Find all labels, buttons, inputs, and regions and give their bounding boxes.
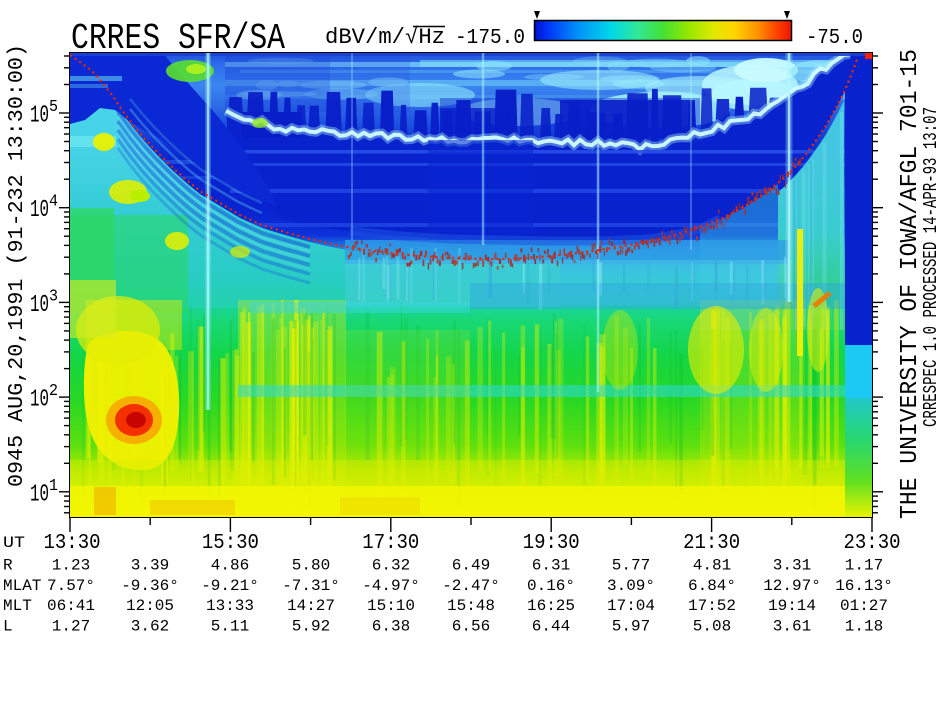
svg-text:3.09°: 3.09° <box>607 577 655 595</box>
svg-text:10: 10 <box>30 481 49 508</box>
svg-text:1.27: 1.27 <box>52 617 90 635</box>
svg-text:5.08: 5.08 <box>693 617 731 635</box>
svg-text:CRRESPEC 1.0 PROCESSED 14-APR: CRRESPEC 1.0 PROCESSED 14-APR-93 13:07 <box>920 107 942 427</box>
svg-text:19:30: 19:30 <box>523 532 580 555</box>
svg-text:-9.21°: -9.21° <box>201 577 259 595</box>
svg-text:01:27: 01:27 <box>840 597 888 615</box>
svg-text:13:30: 13:30 <box>44 532 101 555</box>
svg-text:MLT: MLT <box>3 597 32 615</box>
svg-text:06:41: 06:41 <box>47 597 95 615</box>
svg-text:6.32: 6.32 <box>372 557 410 575</box>
svg-text:R: R <box>3 557 13 575</box>
svg-text:12.97°: 12.97° <box>763 577 821 595</box>
svg-text:dBV/m/√Hz: dBV/m/√Hz <box>325 25 445 50</box>
svg-text:13:33: 13:33 <box>206 597 254 615</box>
svg-text:17:30: 17:30 <box>362 532 419 555</box>
svg-text:6.84°: 6.84° <box>688 577 736 595</box>
svg-text:0.16°: 0.16° <box>527 577 575 595</box>
svg-text:17:52: 17:52 <box>688 597 736 615</box>
svg-text:0945 AUG,20,1991 (91-232 13:: 0945 AUG,20,1991 (91-232 13:30:00) <box>6 44 29 487</box>
svg-text:CRRES SFR/SA: CRRES SFR/SA <box>71 18 285 59</box>
svg-text:1: 1 <box>49 477 58 496</box>
svg-text:5.11: 5.11 <box>211 617 249 635</box>
svg-text:10: 10 <box>30 197 49 224</box>
svg-text:21:30: 21:30 <box>683 532 740 555</box>
svg-text:3.39: 3.39 <box>131 557 169 575</box>
svg-text:3.61: 3.61 <box>773 617 811 635</box>
svg-text:1.17: 1.17 <box>845 557 883 575</box>
svg-text:6.31: 6.31 <box>532 557 570 575</box>
svg-text:14:27: 14:27 <box>287 597 335 615</box>
svg-text:THE UNIVERSITY OF IOWA/AFGL 70: THE UNIVERSITY OF IOWA/AFGL 701-15 <box>897 49 924 519</box>
svg-text:10: 10 <box>30 387 49 414</box>
svg-text:16:25: 16:25 <box>527 597 575 615</box>
svg-text:5.80: 5.80 <box>292 557 330 575</box>
svg-text:16.13°: 16.13° <box>835 577 893 595</box>
svg-text:6.49: 6.49 <box>452 557 490 575</box>
svg-text:-175.0: -175.0 <box>455 27 525 50</box>
svg-text:1.23: 1.23 <box>52 557 90 575</box>
svg-text:6.44: 6.44 <box>532 617 570 635</box>
svg-text:2: 2 <box>49 382 58 401</box>
svg-text:15:10: 15:10 <box>367 597 415 615</box>
svg-text:4.86: 4.86 <box>211 557 249 575</box>
svg-text:5.92: 5.92 <box>292 617 330 635</box>
svg-text:3.31: 3.31 <box>773 557 811 575</box>
svg-text:1.18: 1.18 <box>845 617 883 635</box>
svg-text:3.62: 3.62 <box>131 617 169 635</box>
svg-text:10: 10 <box>30 103 49 130</box>
svg-text:10: 10 <box>30 292 49 319</box>
svg-text:-2.47°: -2.47° <box>442 577 500 595</box>
svg-text:MLAT: MLAT <box>3 577 41 595</box>
svg-text:-7.31°: -7.31° <box>282 577 340 595</box>
svg-text:5: 5 <box>49 98 58 117</box>
svg-text:6.56: 6.56 <box>452 617 490 635</box>
svg-text:17:04: 17:04 <box>607 597 655 615</box>
svg-text:15:48: 15:48 <box>447 597 495 615</box>
svg-text:3: 3 <box>49 287 58 306</box>
svg-text:-9.36°: -9.36° <box>121 577 179 595</box>
svg-text:15:30: 15:30 <box>202 532 259 555</box>
svg-text:19:14: 19:14 <box>768 597 816 615</box>
svg-text:5.97: 5.97 <box>612 617 650 635</box>
svg-text:L: L <box>3 617 13 635</box>
svg-text:7.57°: 7.57° <box>47 577 95 595</box>
svg-text:23:30: 23:30 <box>844 532 901 555</box>
svg-text:6.38: 6.38 <box>372 617 410 635</box>
svg-text:4: 4 <box>49 193 58 212</box>
svg-text:UT: UT <box>3 534 25 552</box>
svg-text:5.77: 5.77 <box>612 557 650 575</box>
svg-text:4.81: 4.81 <box>693 557 731 575</box>
svg-text:-75.0: -75.0 <box>806 27 863 50</box>
svg-text:12:05: 12:05 <box>126 597 174 615</box>
svg-text:-4.97°: -4.97° <box>362 577 420 595</box>
